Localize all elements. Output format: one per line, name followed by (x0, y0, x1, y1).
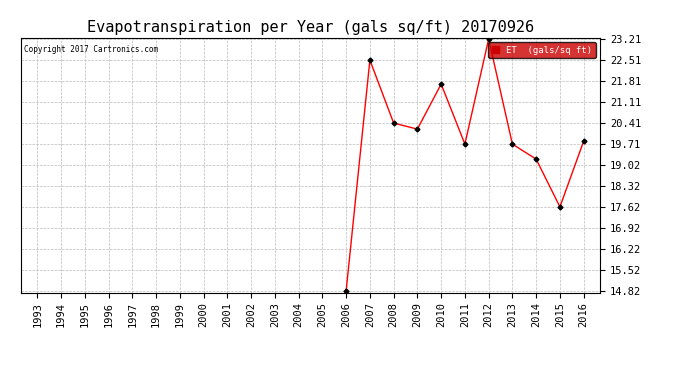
Title: Evapotranspiration per Year (gals sq/ft) 20170926: Evapotranspiration per Year (gals sq/ft)… (87, 20, 534, 35)
Legend: ET  (gals/sq ft): ET (gals/sq ft) (488, 42, 595, 58)
Text: Copyright 2017 Cartronics.com: Copyright 2017 Cartronics.com (23, 45, 158, 54)
